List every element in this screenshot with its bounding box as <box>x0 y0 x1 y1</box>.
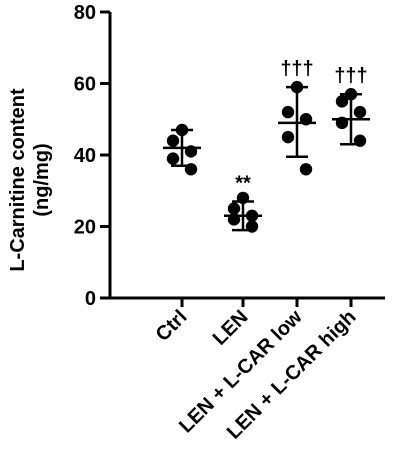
data-point <box>227 213 241 226</box>
data-point <box>175 123 189 137</box>
significance-label: ††† <box>334 65 367 87</box>
group-1 <box>163 123 201 176</box>
y-axis-label-line2: (ng/mg) <box>31 143 53 216</box>
significance-label: ** <box>235 172 251 194</box>
data-point <box>184 163 198 176</box>
y-tick-label: 0 <box>85 288 96 310</box>
y-axis-label: L-Carnitine content (ng/mg) <box>7 88 53 272</box>
axes <box>108 12 385 300</box>
data-point <box>290 80 304 94</box>
data-point <box>227 202 241 215</box>
y-tick-label: 20 <box>74 217 96 239</box>
significance-label: ††† <box>280 58 313 80</box>
x-tick-label: LEN <box>209 306 253 350</box>
data-point <box>344 88 358 101</box>
data-point <box>335 116 349 130</box>
data-point <box>299 163 313 176</box>
x-tick-label: Ctrl <box>152 306 192 346</box>
data-point <box>281 130 295 144</box>
data-point <box>245 220 259 233</box>
y-tick-label: 80 <box>74 2 96 24</box>
y-tick-label: 60 <box>74 74 96 96</box>
data-point <box>299 113 313 126</box>
y-tick-label: 40 <box>74 145 96 167</box>
group-3: ††† <box>278 58 316 176</box>
group-4: ††† <box>332 65 370 147</box>
y-axis-ticks: 0 20 40 60 80 <box>74 2 110 310</box>
y-axis-label-line1: L-Carnitine content <box>7 88 29 272</box>
data-point <box>166 152 180 165</box>
data-point <box>184 145 198 158</box>
data-point <box>236 191 250 205</box>
data-point <box>353 105 367 119</box>
data-point <box>353 134 367 147</box>
data-point <box>166 134 180 147</box>
data-point <box>281 105 295 119</box>
data-point <box>335 95 349 108</box>
data-point <box>245 209 259 222</box>
data-marks: ** ††† ††† <box>163 58 370 233</box>
group-2: ** <box>224 172 262 233</box>
